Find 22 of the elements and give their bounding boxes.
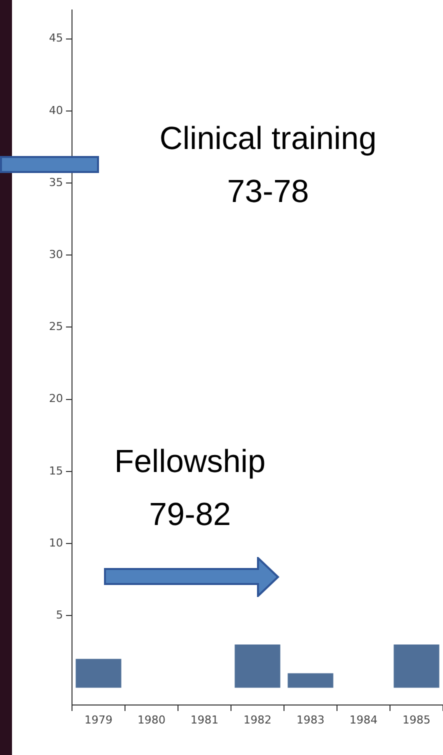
- bar: [76, 658, 122, 688]
- annotation: Fellowship 79-82: [113, 442, 267, 534]
- annotation: Clinical training 73-78: [158, 119, 378, 211]
- y-tick-label: 15: [49, 464, 63, 478]
- x-tick-label: 1982: [244, 713, 272, 726]
- x-tick-label: 1981: [190, 713, 218, 726]
- y-tick-label: 5: [56, 608, 63, 622]
- y-tick-label: 20: [49, 392, 63, 406]
- y-tick-label: 35: [49, 176, 63, 189]
- x-tick-label: 1979: [84, 713, 112, 726]
- y-tick-label: 30: [49, 248, 63, 261]
- y-tick-label: 25: [49, 320, 63, 334]
- x-tick-label: 1985: [402, 713, 430, 726]
- x-tick-label: 1983: [296, 713, 324, 726]
- bar: [234, 644, 280, 688]
- bar: [288, 673, 334, 688]
- x-tick-label: 1984: [350, 713, 378, 726]
- bar: [394, 644, 440, 688]
- y-tick-label: 45: [49, 32, 63, 45]
- x-tick-label: 1980: [138, 713, 166, 726]
- y-tick-label: 40: [49, 104, 63, 117]
- y-tick-label: 10: [49, 536, 63, 550]
